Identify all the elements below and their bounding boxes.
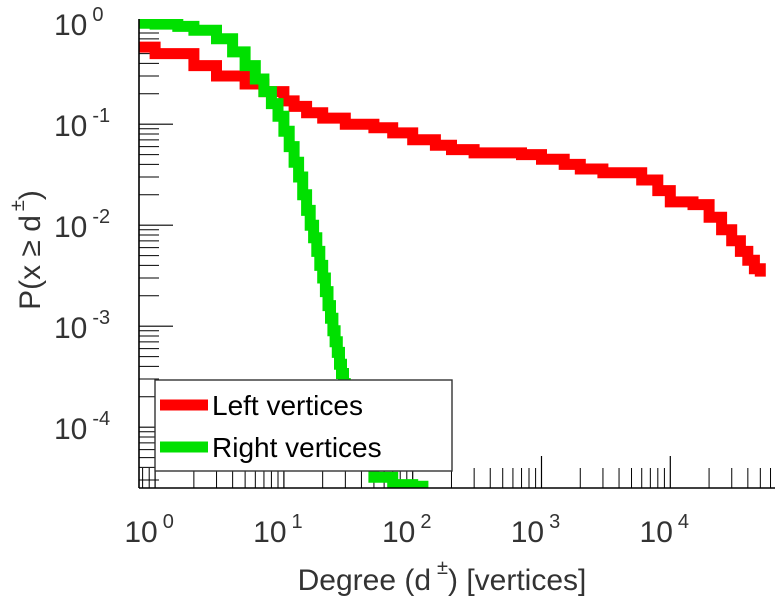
y-axis-label-text: P(x ≥ d	[14, 215, 47, 310]
x-axis-label: Degree (d ±) [vertices]	[298, 557, 587, 597]
x-tick-exp: 2	[420, 511, 431, 533]
x-tick-base: 10	[382, 516, 415, 549]
legend-label-right-vertices: Right vertices	[212, 432, 382, 463]
x-tick-exp: 4	[678, 511, 689, 533]
y-tick-label: 10 -1	[54, 105, 110, 143]
y-tick-exp: -3	[92, 307, 110, 329]
y-tick-exp: -1	[92, 105, 110, 127]
y-tick-exp: -2	[92, 206, 110, 228]
y-tick-exp: -4	[92, 408, 110, 430]
y-tick-exp: 0	[92, 4, 103, 26]
x-axis-label-suffix: ) [vertices]	[448, 564, 586, 597]
x-tick-base: 10	[511, 516, 544, 549]
x-axis-label-sup: ±	[437, 557, 448, 579]
x-tick-labels: 10 0 10 1 10 2 10 3 10 4	[124, 511, 689, 549]
x-tick-exp: 3	[549, 511, 560, 533]
series-line-left-vertices	[139, 41, 766, 277]
x-tick-label: 10 1	[253, 511, 303, 549]
legend-label-left-vertices: Left vertices	[212, 390, 363, 421]
x-tick-base: 10	[253, 516, 286, 549]
y-tick-base: 10	[54, 312, 87, 345]
y-tick-label: 10 0	[54, 4, 104, 42]
y-tick-base: 10	[54, 110, 87, 143]
y-axis-label-sup: ±	[7, 200, 29, 211]
y-tick-base: 10	[54, 211, 87, 244]
y-axis-label-suffix: )	[14, 190, 47, 200]
legend: Left vertices Right vertices	[154, 379, 453, 472]
y-axis-label: P(x ≥ d ±)	[7, 190, 47, 310]
x-tick-exp: 1	[292, 511, 303, 533]
x-tick-exp: 0	[163, 511, 174, 533]
x-tick-base: 10	[124, 516, 157, 549]
y-tick-label: 10 -3	[54, 307, 110, 345]
y-tick-base: 10	[54, 413, 87, 446]
x-tick-base: 10	[640, 516, 673, 549]
y-tick-label: 10 -4	[54, 408, 110, 446]
x-tick-label: 10 0	[124, 511, 174, 549]
x-tick-label: 10 3	[511, 511, 561, 549]
x-tick-label: 10 2	[382, 511, 432, 549]
x-axis-label-text: Degree (d	[298, 564, 431, 597]
y-tick-label: 10 -2	[54, 206, 110, 244]
legend-box	[154, 379, 453, 472]
x-tick-label: 10 4	[640, 511, 690, 549]
y-tick-base: 10	[54, 9, 87, 42]
